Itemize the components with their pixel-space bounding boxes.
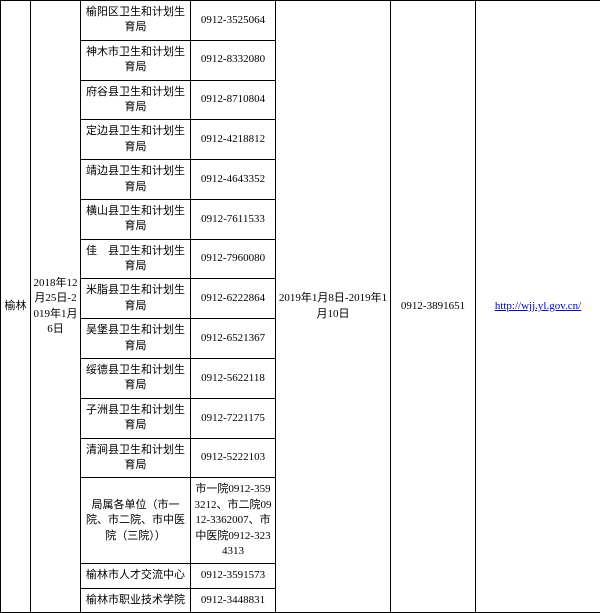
phone-cell: 0912-7221175 bbox=[191, 398, 276, 438]
phone-cell: 0912-4643352 bbox=[191, 160, 276, 200]
org-cell: 清涧县卫生和计划生育局 bbox=[81, 438, 191, 478]
phone-cell: 0912-8710804 bbox=[191, 80, 276, 120]
phone-cell: 市一院0912-3593212、市二院0912-3362007、市中医院0912… bbox=[191, 478, 276, 564]
org-cell: 榆阳区卫生和计划生育局 bbox=[81, 1, 191, 41]
phone-cell: 0912-7611533 bbox=[191, 199, 276, 239]
period2-cell: 2019年1月8日-2019年1月10日 bbox=[276, 1, 391, 613]
org-cell: 靖边县卫生和计划生育局 bbox=[81, 160, 191, 200]
phone-cell: 0912-8332080 bbox=[191, 40, 276, 80]
phone-cell: 0912-5622118 bbox=[191, 359, 276, 399]
org-cell: 绥德县卫生和计划生育局 bbox=[81, 359, 191, 399]
phone-cell: 0912-7960080 bbox=[191, 239, 276, 279]
phone-cell: 0912-5222103 bbox=[191, 438, 276, 478]
org-cell: 佳 县卫生和计划生育局 bbox=[81, 239, 191, 279]
org-cell: 米脂县卫生和计划生育局 bbox=[81, 279, 191, 319]
org-cell: 吴堡县卫生和计划生育局 bbox=[81, 319, 191, 359]
phone-cell: 0912-3591573 bbox=[191, 564, 276, 588]
phone-cell: 0912-6222864 bbox=[191, 279, 276, 319]
data-table: 榆林2018年12月25日-2019年1月6日榆阳区卫生和计划生育局0912-3… bbox=[0, 0, 600, 613]
region-cell: 榆林 bbox=[1, 1, 31, 613]
phone-cell: 0912-3448831 bbox=[191, 588, 276, 612]
org-cell: 定边县卫生和计划生育局 bbox=[81, 120, 191, 160]
org-cell: 榆林市职业技术学院 bbox=[81, 588, 191, 612]
org-cell: 横山县卫生和计划生育局 bbox=[81, 199, 191, 239]
org-cell: 神木市卫生和计划生育局 bbox=[81, 40, 191, 80]
org-cell: 榆林市人才交流中心 bbox=[81, 564, 191, 588]
phone2-cell: 0912-3891651 bbox=[391, 1, 476, 613]
phone-cell: 0912-3525064 bbox=[191, 1, 276, 41]
phone-cell: 0912-4218812 bbox=[191, 120, 276, 160]
website-link[interactable]: http://wjj.yl.gov.cn/ bbox=[495, 300, 581, 312]
phone-cell: 0912-6521367 bbox=[191, 319, 276, 359]
period1-cell: 2018年12月25日-2019年1月6日 bbox=[31, 1, 81, 613]
org-cell: 府谷县卫生和计划生育局 bbox=[81, 80, 191, 120]
table-row: 榆林2018年12月25日-2019年1月6日榆阳区卫生和计划生育局0912-3… bbox=[1, 1, 600, 41]
org-cell: 子洲县卫生和计划生育局 bbox=[81, 398, 191, 438]
org-cell: 局属各单位（市一院、市二院、市中医院（三院）） bbox=[81, 478, 191, 564]
link-cell: http://wjj.yl.gov.cn/ bbox=[476, 1, 600, 613]
